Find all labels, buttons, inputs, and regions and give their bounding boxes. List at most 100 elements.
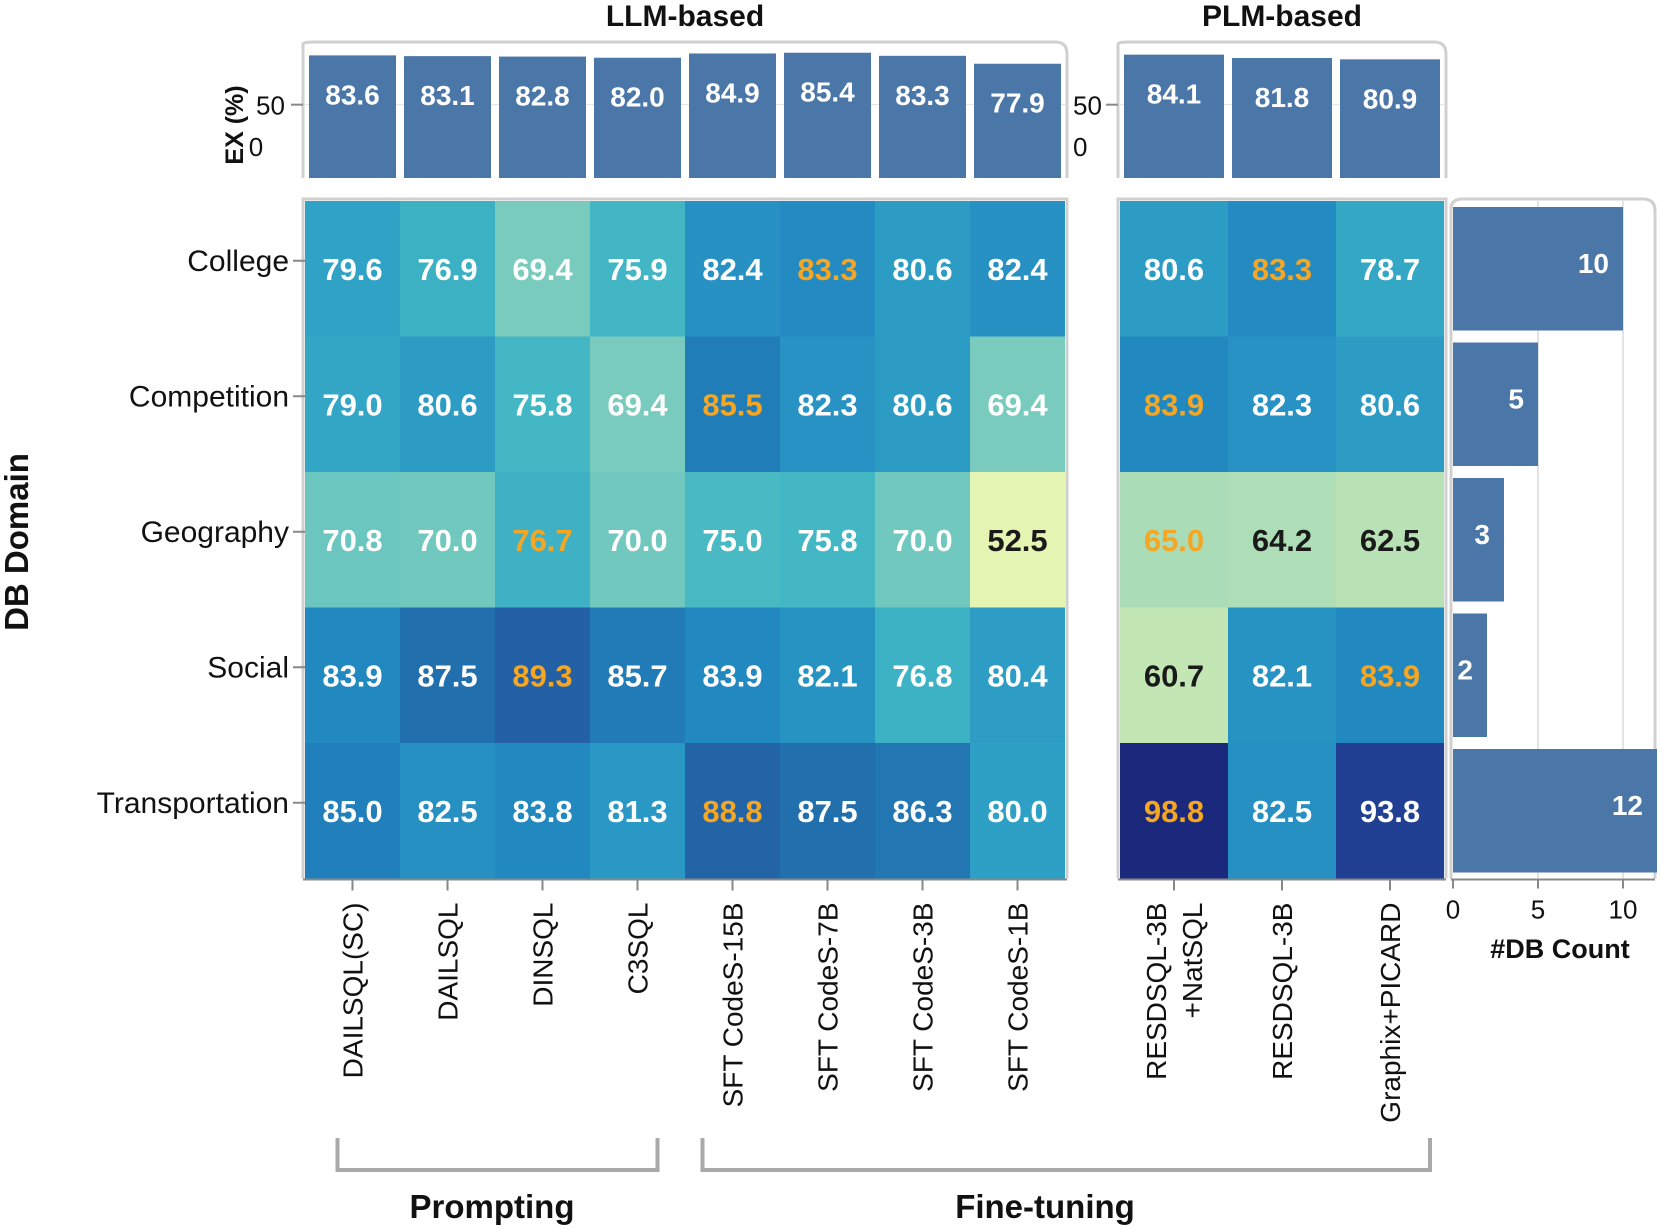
heatmap-cell [1336, 336, 1444, 472]
heatmap-cell [875, 743, 970, 879]
heatmap-value-label: 70.8 [322, 523, 382, 558]
heatmap-value-label: 80.4 [987, 658, 1048, 693]
column-label-line: +NatSQL [1177, 903, 1208, 1019]
column-label: SFT CodeS-3B [908, 903, 939, 1092]
ex-bar-value-label: 85.4 [800, 77, 855, 108]
llm-group-title: LLM-based [606, 0, 764, 33]
heatmap-cell [1120, 201, 1228, 337]
heatmap-cell [400, 607, 495, 743]
column-label: RESDSQL-3B +NatSQL [1141, 903, 1208, 1080]
ex-bar-value-label: 82.8 [515, 81, 570, 112]
heatmap-value-label: 69.4 [987, 387, 1048, 422]
ex-bar-value-label: 77.9 [990, 88, 1045, 119]
heatmap-value-label: 81.3 [607, 794, 667, 829]
heatmap-cell [495, 201, 590, 337]
ex-bar [309, 55, 396, 178]
heatmap-cell [1228, 472, 1336, 608]
heatmap-cell [780, 472, 875, 608]
heatmap-cell [1336, 201, 1444, 337]
heatmap-value-label: 83.9 [702, 658, 762, 693]
heatmap-value-label: 98.8 [1144, 794, 1204, 829]
prompting-group-label: Prompting [410, 1188, 575, 1225]
heatmap-value-label: 82.5 [1252, 794, 1312, 829]
ex-bar [1232, 58, 1332, 178]
heatmap-cell [1120, 336, 1228, 472]
heatmap-cell [590, 472, 685, 608]
heatmap-cell [305, 607, 400, 743]
row-label: Transportation [97, 787, 289, 820]
ex-bar-value-label: 84.9 [705, 77, 760, 108]
ex-bar [1124, 54, 1224, 178]
heatmap-value-label: 82.3 [797, 387, 857, 422]
ex-bar-frame [1116, 40, 1448, 178]
heatmap-cell [875, 607, 970, 743]
heatmap-value-label: 80.6 [1360, 387, 1420, 422]
heatmap-cell [1336, 743, 1444, 879]
column-label: Graphix+PICARD [1375, 903, 1406, 1123]
heatmap-cell [495, 607, 590, 743]
heatmap-cell [400, 336, 495, 472]
heatmap-value-label: 69.4 [512, 252, 573, 287]
row-label: Competition [129, 380, 289, 413]
finetuning-bracket [700, 1138, 1432, 1172]
heatmap-cell [875, 472, 970, 608]
plm-group-title: PLM-based [1202, 0, 1362, 33]
heatmap-cell [685, 607, 780, 743]
heatmap-value-label: 76.9 [417, 252, 477, 287]
heatmap-value-label: 60.7 [1144, 658, 1204, 693]
heatmap-cell [400, 472, 495, 608]
ex-y-tick-label: 50 [256, 91, 285, 121]
heatmap-cell [970, 201, 1065, 337]
heatmap-cell [305, 336, 400, 472]
heatmap-cell [875, 336, 970, 472]
heatmap-value-label: 83.9 [1360, 658, 1420, 693]
heatmap-value-label: 75.0 [702, 523, 762, 558]
ex-axis-label: EX (%) [221, 85, 249, 164]
db-count-bar [1453, 613, 1487, 737]
heatmap-value-label: 70.0 [417, 523, 477, 558]
heatmap-value-label: 82.4 [702, 252, 763, 287]
ex-bar [499, 56, 586, 179]
db-count-value-label: 10 [1578, 248, 1609, 279]
heatmap-cell [780, 201, 875, 337]
heatmap-value-label: 82.4 [987, 252, 1048, 287]
db-count-axis-label: #DB Count [1490, 934, 1629, 964]
heatmap-cell [685, 472, 780, 608]
column-label: SFT CodeS-1B [1003, 903, 1034, 1092]
heatmap-cell [400, 743, 495, 879]
heatmap-value-label: 79.6 [322, 252, 382, 287]
ex-bar [594, 57, 681, 178]
ex-bar [974, 63, 1061, 178]
heatmap-cell [1228, 607, 1336, 743]
heatmap-cell [780, 743, 875, 879]
ex-bar [1340, 59, 1440, 179]
heatmap-value-label: 75.8 [797, 523, 857, 558]
heatmap-value-label: 69.4 [607, 387, 668, 422]
heatmap-value-label: 93.8 [1360, 794, 1420, 829]
heatmap-cell [590, 607, 685, 743]
heatmap-value-label: 76.7 [512, 523, 572, 558]
heatmap-value-label: 82.1 [797, 658, 857, 693]
heatmap-cell [590, 743, 685, 879]
db-count-tick-label: 5 [1531, 895, 1545, 925]
prompting-bracket [335, 1138, 660, 1172]
column-label: DAILSQL [433, 903, 464, 1021]
heatmap-cell [875, 201, 970, 337]
ex-bar-value-label: 80.9 [1363, 83, 1418, 114]
heatmap-cell [1228, 743, 1336, 879]
heatmap-cell [685, 743, 780, 879]
ex-bar [404, 56, 491, 179]
heatmap-value-label: 75.9 [607, 252, 667, 287]
heatmap-value-label: 85.7 [607, 658, 667, 693]
heatmap-cell [780, 607, 875, 743]
heatmap-value-label: 85.0 [322, 794, 382, 829]
heatmap-value-label: 82.5 [417, 794, 477, 829]
heatmap-cell [970, 472, 1065, 608]
heatmap-cell [305, 472, 400, 608]
db-count-value-label: 12 [1612, 790, 1643, 821]
column-label-line: RESDSQL-3B [1141, 903, 1172, 1080]
db-count-value-label: 3 [1474, 519, 1490, 550]
ex-y-tick-label: 0 [249, 132, 263, 162]
ex-bar-value-label: 83.6 [325, 79, 380, 110]
heatmap-cell [685, 201, 780, 337]
